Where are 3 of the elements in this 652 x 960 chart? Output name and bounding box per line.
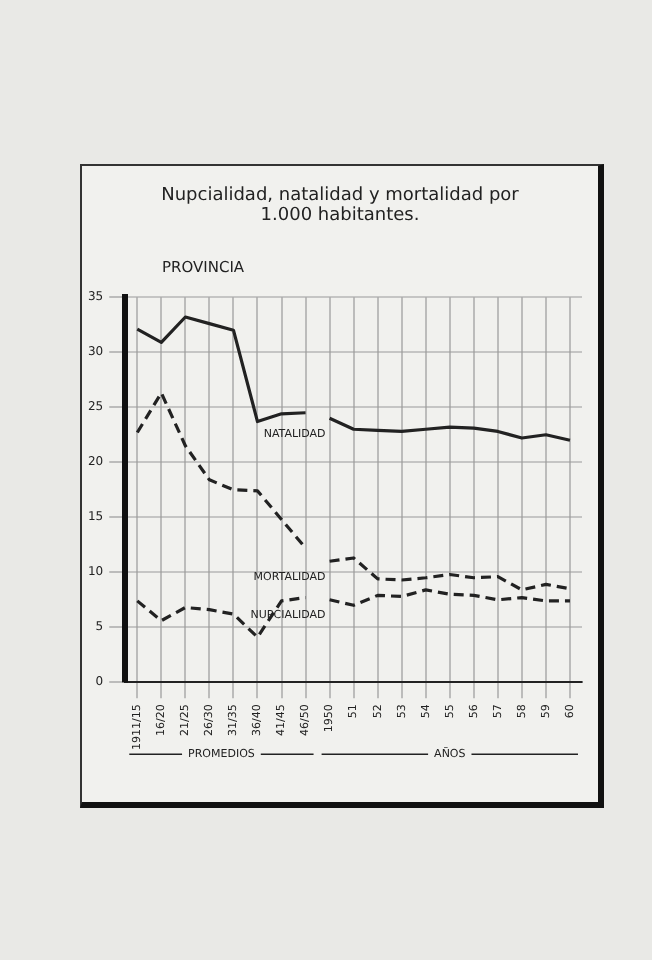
line-series bbox=[328, 556, 572, 592]
line-series bbox=[328, 588, 572, 607]
chart-title: Nupcialidad, natalidad y mortalidad por 1.000 habitantes. bbox=[159, 186, 521, 226]
